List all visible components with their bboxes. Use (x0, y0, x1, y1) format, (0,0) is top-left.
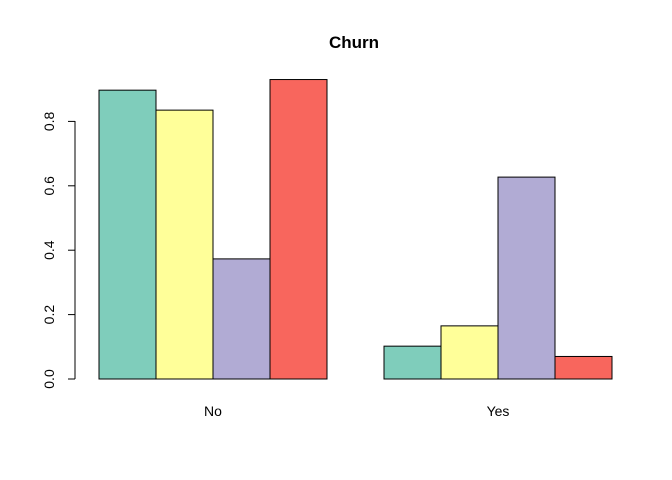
y-tick-label: 0.2 (41, 305, 57, 325)
y-tick-label: 0.0 (41, 369, 57, 389)
bar (269, 79, 328, 380)
bar (155, 109, 214, 380)
bars-group (98, 79, 613, 380)
bar (98, 89, 157, 380)
y-tick-label: 0.8 (41, 111, 57, 131)
category-labels: No Yes (204, 403, 509, 419)
chart-title: Churn (329, 33, 379, 52)
x-category-label: Yes (487, 403, 510, 419)
bar (383, 345, 442, 380)
y-axis-ticks: 0.0 0.2 0.4 0.6 0.8 (41, 111, 75, 389)
bar (497, 176, 556, 380)
y-tick-label: 0.4 (41, 240, 57, 260)
y-tick-label: 0.6 (41, 176, 57, 196)
bar (554, 355, 613, 380)
bar (440, 325, 499, 380)
bar (212, 258, 271, 380)
x-category-label: No (204, 403, 222, 419)
